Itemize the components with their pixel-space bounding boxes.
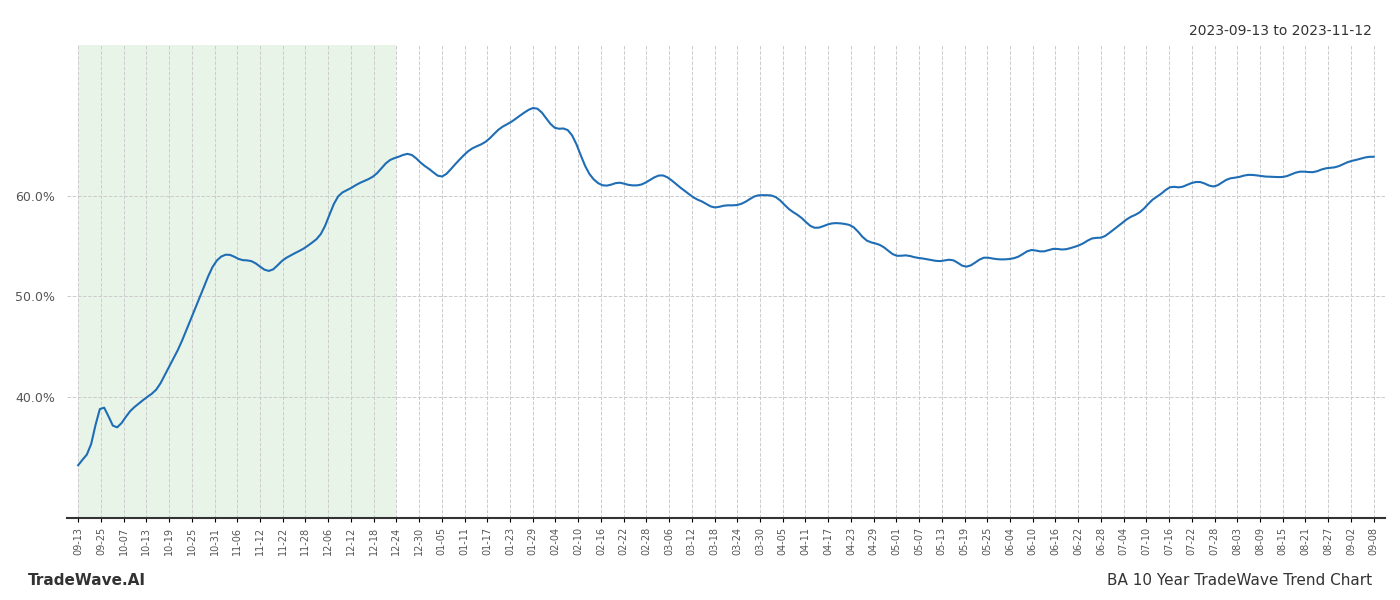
Text: BA 10 Year TradeWave Trend Chart: BA 10 Year TradeWave Trend Chart	[1107, 573, 1372, 588]
Text: 2023-09-13 to 2023-11-12: 2023-09-13 to 2023-11-12	[1189, 24, 1372, 38]
Bar	[78, 45, 396, 518]
Text: TradeWave.AI: TradeWave.AI	[28, 573, 146, 588]
